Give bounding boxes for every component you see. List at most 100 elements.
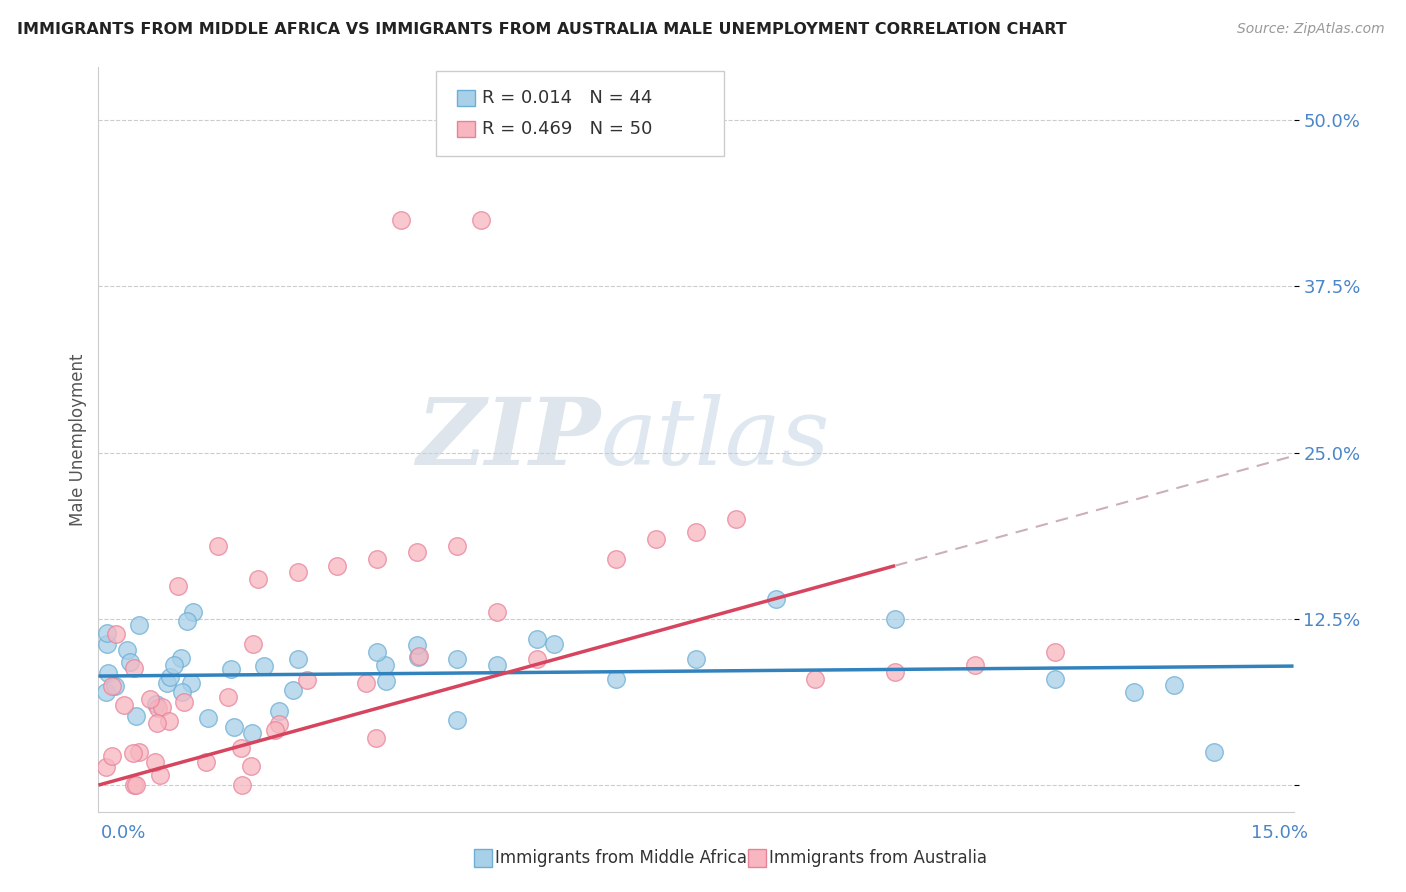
Point: [101, 679, 124, 693]
Point: [685, 525, 707, 540]
Point: [406, 545, 429, 559]
Point: [194, 755, 217, 769]
Point: [374, 673, 396, 688]
Point: [246, 572, 269, 586]
Point: [287, 652, 309, 666]
Point: [183, 605, 205, 619]
Point: [96, 626, 118, 640]
Point: [287, 566, 309, 580]
Point: [963, 658, 986, 673]
Text: R = 0.469   N = 50: R = 0.469 N = 50: [482, 120, 652, 138]
Point: [148, 767, 170, 781]
Text: R = 0.014   N = 44: R = 0.014 N = 44: [482, 89, 652, 107]
Point: [884, 665, 907, 679]
Point: [446, 539, 468, 553]
Point: [485, 658, 508, 673]
Point: [389, 212, 412, 227]
Point: [242, 637, 264, 651]
Point: [146, 701, 169, 715]
Point: [281, 682, 304, 697]
Point: [170, 650, 193, 665]
Point: [118, 655, 141, 669]
Point: [125, 709, 148, 723]
Point: [122, 778, 145, 792]
Point: [96, 685, 118, 699]
Point: [408, 649, 430, 664]
Point: [97, 666, 120, 681]
Point: [526, 632, 548, 646]
Point: [125, 778, 148, 792]
Point: [219, 662, 242, 676]
Point: [1123, 685, 1146, 699]
Point: [526, 652, 548, 666]
Point: [406, 639, 429, 653]
Point: [138, 692, 160, 706]
Point: [1163, 678, 1185, 692]
Point: [145, 697, 167, 711]
Point: [112, 698, 135, 712]
Point: [156, 676, 179, 690]
Text: Source: ZipAtlas.com: Source: ZipAtlas.com: [1237, 22, 1385, 37]
Point: [217, 690, 239, 704]
Point: [269, 704, 291, 718]
Point: [128, 618, 150, 632]
Point: [146, 715, 169, 730]
Point: [163, 658, 186, 673]
Point: [485, 605, 508, 619]
Point: [765, 591, 787, 606]
Point: [143, 756, 166, 770]
Point: [115, 642, 138, 657]
Point: [167, 579, 190, 593]
Text: Immigrants from Middle Africa: Immigrants from Middle Africa: [495, 849, 747, 867]
Point: [804, 672, 827, 686]
Point: [884, 612, 907, 626]
Point: [408, 649, 430, 664]
Point: [543, 637, 565, 651]
Point: [176, 614, 198, 628]
Point: [366, 552, 388, 566]
Point: [253, 658, 276, 673]
Point: [122, 661, 145, 675]
Point: [685, 652, 707, 666]
Text: 0.0%: 0.0%: [101, 824, 146, 842]
Point: [231, 778, 253, 792]
Point: [207, 539, 229, 553]
Point: [173, 695, 195, 709]
Point: [157, 714, 180, 728]
Point: [159, 670, 181, 684]
Text: Immigrants from Australia: Immigrants from Australia: [769, 849, 987, 867]
Point: [295, 673, 318, 688]
Point: [605, 672, 627, 686]
Text: atlas: atlas: [600, 394, 830, 484]
Point: [366, 645, 388, 659]
Point: [364, 731, 387, 746]
Text: IMMIGRANTS FROM MIDDLE AFRICA VS IMMIGRANTS FROM AUSTRALIA MALE UNEMPLOYMENT COR: IMMIGRANTS FROM MIDDLE AFRICA VS IMMIGRA…: [17, 22, 1067, 37]
Point: [1202, 745, 1225, 759]
Point: [101, 748, 124, 763]
Point: [354, 676, 377, 690]
Point: [104, 679, 127, 693]
Point: [1043, 672, 1066, 686]
Y-axis label: Male Unemployment: Male Unemployment: [69, 353, 87, 525]
Point: [645, 532, 668, 546]
Point: [724, 512, 747, 526]
Point: [240, 726, 263, 740]
Point: [374, 657, 396, 672]
Point: [96, 636, 118, 650]
Text: 15.0%: 15.0%: [1250, 824, 1308, 842]
Text: ZIP: ZIP: [416, 394, 600, 484]
Point: [446, 652, 468, 666]
Point: [150, 699, 173, 714]
Point: [104, 627, 127, 641]
Point: [121, 746, 143, 760]
Point: [1043, 645, 1066, 659]
Point: [96, 760, 118, 774]
Point: [224, 720, 246, 734]
Point: [229, 740, 252, 755]
Point: [180, 676, 202, 690]
Point: [470, 212, 492, 227]
Point: [128, 746, 150, 760]
Point: [197, 710, 219, 724]
Point: [605, 552, 627, 566]
Point: [267, 716, 290, 731]
